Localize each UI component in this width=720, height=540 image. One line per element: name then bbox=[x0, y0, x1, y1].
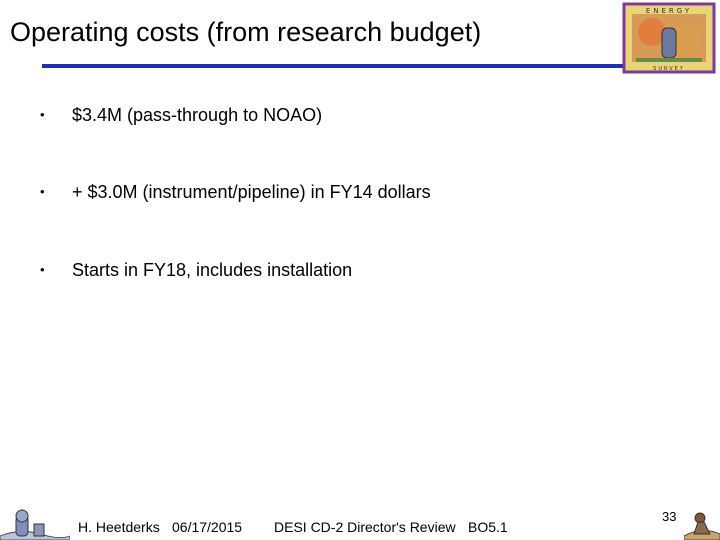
svg-text:ENERGY: ENERGY bbox=[646, 7, 692, 15]
bullet-marker: • bbox=[40, 107, 45, 122]
page-number: 33 bbox=[662, 509, 677, 524]
svg-text:SURVEY: SURVEY bbox=[653, 66, 685, 72]
footer-code: BO5.1 bbox=[468, 519, 508, 535]
slide-title: Operating costs (from research budget) bbox=[10, 17, 482, 47]
figure-illustration-right bbox=[684, 512, 720, 540]
bullet-text: $3.4M (pass-through to NOAO) bbox=[72, 105, 323, 125]
dark-energy-logo: ENERGY SURVEY bbox=[622, 2, 716, 74]
bullet-text: Starts in FY18, includes installation bbox=[72, 260, 353, 280]
bullet-marker: • bbox=[40, 262, 45, 277]
title-underline bbox=[42, 64, 625, 68]
bullet-text: + $3.0M (instrument/pipeline) in FY14 do… bbox=[72, 182, 431, 202]
bullet-marker: • bbox=[40, 184, 45, 199]
footer-date: 06/17/2015 bbox=[172, 519, 243, 535]
footer-event: DESI CD-2 Director's Review bbox=[274, 519, 456, 535]
telescope-illustration-left bbox=[0, 509, 70, 540]
footer-author: H. Heetderks bbox=[78, 519, 160, 535]
